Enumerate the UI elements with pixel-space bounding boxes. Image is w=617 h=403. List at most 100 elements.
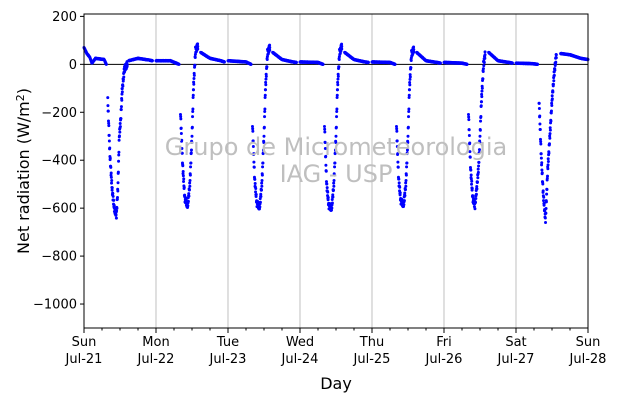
data-point [117,138,121,142]
data-point [120,87,124,91]
data-point [477,148,481,152]
data-point [196,42,200,46]
data-point [396,165,400,169]
data-point [406,140,410,144]
data-point [481,70,485,74]
y-tick-label: −600 [41,202,77,217]
data-point [262,140,266,144]
data-point [538,127,542,131]
data-point [335,107,339,111]
x-tick-date: Jul-23 [209,352,247,367]
x-tick-day: Sat [505,335,526,350]
data-point [478,128,482,132]
data-point [541,189,545,193]
data-point [188,179,192,183]
data-point [544,200,548,204]
data-point [438,61,442,65]
data-point [186,204,190,208]
data-point [538,122,542,126]
data-point [542,199,546,203]
data-point [260,181,264,185]
data-point [323,141,327,145]
data-point [408,80,412,84]
data-point [333,165,337,169]
data-point [335,96,339,100]
data-point [407,107,411,111]
data-point [469,173,473,177]
data-point [263,96,267,100]
x-tick-date: Jul-25 [353,352,391,367]
data-point [474,201,477,205]
data-point [264,80,268,84]
data-point [264,83,268,87]
data-point [335,115,339,119]
data-point [107,133,111,137]
data-point [538,114,542,118]
data-point [258,200,262,204]
data-point [545,176,549,180]
data-point [539,152,543,156]
data-point [193,56,197,60]
data-point [110,186,114,190]
data-point [474,192,478,196]
data-point [325,186,329,190]
data-point [259,188,263,192]
data-point [537,107,541,111]
data-point [405,151,409,155]
data-point [263,107,267,111]
data-point [474,197,478,201]
data-point [188,184,192,188]
data-point [479,100,483,104]
data-point [191,109,195,113]
data-point [323,147,327,151]
data-point [259,192,263,196]
data-point [468,150,472,154]
data-point [542,201,546,205]
data-point [552,79,556,83]
data-point [115,206,119,210]
data-point [397,181,401,185]
data-point [150,59,154,63]
data-point [537,101,541,105]
data-point [332,173,336,177]
data-point [407,109,411,113]
data-point [187,194,191,198]
data-point [323,127,327,131]
data-point [187,188,191,192]
data-point [106,96,110,100]
data-point [475,180,479,184]
data-point [407,93,411,97]
data-point [551,90,555,94]
data-point [331,193,335,197]
data-point [546,163,550,167]
data-point [116,181,120,185]
data-point [548,136,552,140]
data-point [264,77,268,81]
data-point [475,184,479,188]
data-point [335,109,339,113]
data-point [479,104,483,108]
data-point [546,159,550,163]
data-point [260,179,264,183]
data-point [480,89,484,93]
data-point [546,167,550,171]
data-point [112,198,116,202]
data-point [465,62,469,66]
data-point [122,75,126,79]
data-point [117,153,121,157]
x-tick-day: Fri [436,335,452,350]
data-point [182,180,186,183]
data-point [264,74,268,78]
data-point [190,134,194,138]
data-point [395,127,399,131]
data-point [262,125,266,129]
data-point [222,60,226,64]
data-point [408,83,412,87]
data-point [114,213,118,217]
data-point [331,195,335,199]
x-tick-day: Mon [142,335,169,350]
data-point [336,77,340,81]
data-point [192,73,196,77]
x-axis-label: Day [320,374,352,393]
data-point [112,203,116,207]
